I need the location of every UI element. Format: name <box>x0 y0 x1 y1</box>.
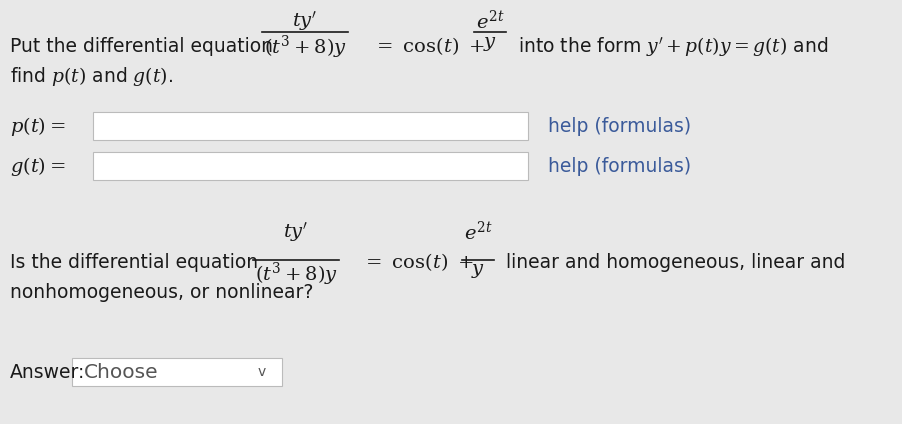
Text: nonhomogeneous, or nonlinear?: nonhomogeneous, or nonlinear? <box>10 282 313 301</box>
Text: Put the differential equation: Put the differential equation <box>10 36 272 56</box>
Text: v: v <box>258 365 266 379</box>
Text: find $p(t)$ and $g(t)$.: find $p(t)$ and $g(t)$. <box>10 64 173 87</box>
Text: Choose: Choose <box>84 363 159 382</box>
Text: $ty'$: $ty'$ <box>292 10 318 33</box>
Text: $y$: $y$ <box>483 34 496 53</box>
Text: $=\ \cos(t)\ +$: $=\ \cos(t)\ +$ <box>373 35 484 57</box>
Text: Is the differential equation: Is the differential equation <box>10 253 258 271</box>
Text: $e^{2t}$: $e^{2t}$ <box>475 10 503 33</box>
Text: $(t^3+8)y$: $(t^3+8)y$ <box>254 261 337 288</box>
FancyBboxPatch shape <box>93 112 528 140</box>
Text: $p(t) =$: $p(t) =$ <box>10 114 66 137</box>
Text: $y$: $y$ <box>471 261 484 280</box>
Text: help (formulas): help (formulas) <box>548 117 690 136</box>
Text: $(t^3+8)y$: $(t^3+8)y$ <box>263 34 346 61</box>
FancyBboxPatch shape <box>93 152 528 180</box>
Text: $ty'$: $ty'$ <box>283 221 308 244</box>
Text: linear and homogeneous, linear and: linear and homogeneous, linear and <box>505 253 844 271</box>
Text: $e^{2t}$: $e^{2t}$ <box>464 221 492 244</box>
Text: $=\ \cos(t)\ +$: $=\ \cos(t)\ +$ <box>362 251 474 273</box>
Text: help (formulas): help (formulas) <box>548 156 690 176</box>
Text: into the form $y' + p(t)y = g(t)$ and: into the form $y' + p(t)y = g(t)$ and <box>518 34 827 58</box>
FancyBboxPatch shape <box>72 358 281 386</box>
Text: Answer:: Answer: <box>10 363 86 382</box>
Text: $g(t) =$: $g(t) =$ <box>10 154 66 178</box>
